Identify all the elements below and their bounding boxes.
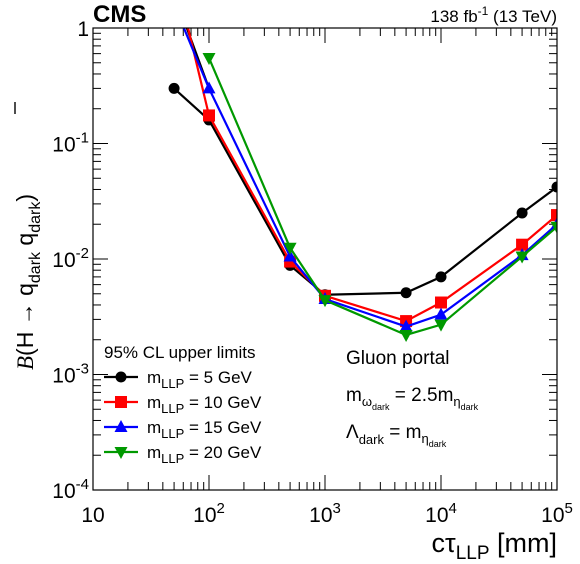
y-tick-label: 1 bbox=[77, 18, 89, 41]
data-point bbox=[168, 82, 180, 94]
legend-marker bbox=[114, 420, 128, 432]
data-point bbox=[203, 109, 215, 122]
legend-label: mLLP = 15 GeV bbox=[147, 418, 262, 441]
data-point bbox=[435, 271, 447, 283]
data-point bbox=[551, 181, 557, 193]
series-4 bbox=[202, 52, 557, 342]
legend-marker bbox=[115, 371, 127, 383]
data-point bbox=[202, 52, 216, 65]
data-point bbox=[399, 329, 413, 342]
data-point bbox=[400, 287, 412, 299]
legend-label: mLLP = 10 GeV bbox=[147, 393, 262, 416]
x-tick-label: 10 bbox=[81, 504, 104, 527]
legend-marker bbox=[114, 447, 128, 459]
y-tick-labels: 1 10-1 10-2 10-3 10-4 bbox=[52, 18, 89, 503]
mass-relation-annotation: mωdark = 2.5mηdark bbox=[346, 385, 479, 412]
lumi-label: 138 fb-1 (13 TeV) bbox=[430, 4, 557, 26]
legend-entry-3: mLLP = 15 GeV bbox=[104, 418, 262, 441]
data-point bbox=[516, 238, 529, 251]
legend-label: mLLP = 5 GeV bbox=[147, 368, 253, 391]
plot-frame bbox=[92, 27, 558, 491]
data-point bbox=[399, 319, 413, 332]
data-point bbox=[202, 81, 216, 94]
legend-label: mLLP = 20 GeV bbox=[147, 443, 262, 466]
data-series bbox=[168, 28, 557, 342]
data-point bbox=[515, 251, 529, 264]
experiment-label: CMS bbox=[93, 1, 146, 28]
data-point bbox=[318, 295, 332, 308]
data-point bbox=[516, 207, 528, 219]
legend-entry-4: mLLP = 20 GeV bbox=[104, 443, 262, 466]
y-tick-label: 10-4 bbox=[52, 476, 89, 503]
y-axis-title: B(H → qdark qdark) bbox=[12, 194, 44, 370]
x-tick-label: 105 bbox=[541, 500, 573, 527]
data-point bbox=[551, 209, 557, 222]
x-tick-label: 103 bbox=[309, 500, 341, 527]
data-point bbox=[550, 221, 557, 234]
data-point bbox=[435, 296, 447, 309]
x-axis-title: cτLLP [mm] bbox=[432, 528, 557, 564]
x-tick-label: 102 bbox=[193, 500, 225, 527]
series-line bbox=[208, 114, 557, 323]
y-tick-label: 10-1 bbox=[52, 130, 89, 157]
svg-text:B(H → qdark qdark): B(H → qdark qdark) bbox=[12, 194, 44, 370]
legend-entry-1: mLLP = 5 GeV bbox=[104, 368, 253, 391]
lumi-exponent: -1 bbox=[478, 4, 489, 18]
data-point bbox=[283, 242, 297, 255]
portal-annotation: Gluon portal bbox=[346, 348, 450, 369]
data-point bbox=[434, 319, 448, 332]
series-line bbox=[173, 87, 557, 296]
data-point bbox=[283, 249, 297, 262]
series-line-offscale bbox=[182, 28, 211, 89]
x-tick-label: 104 bbox=[425, 500, 457, 527]
data-point bbox=[434, 307, 448, 320]
lambda-relation-annotation: Λdark = mηdark bbox=[346, 422, 447, 449]
x-tick-labels: 10 102 103 104 105 bbox=[81, 500, 573, 527]
legend-entry-2: mLLP = 10 GeV bbox=[104, 393, 262, 416]
legend-marker bbox=[115, 396, 127, 408]
axis-ticks bbox=[92, 28, 557, 491]
y-tick-label: 10-2 bbox=[52, 245, 89, 272]
y-tick-label: 10-3 bbox=[52, 361, 89, 388]
series-line-offscale bbox=[186, 28, 211, 116]
legend-title: 95% CL upper limits bbox=[104, 343, 256, 362]
